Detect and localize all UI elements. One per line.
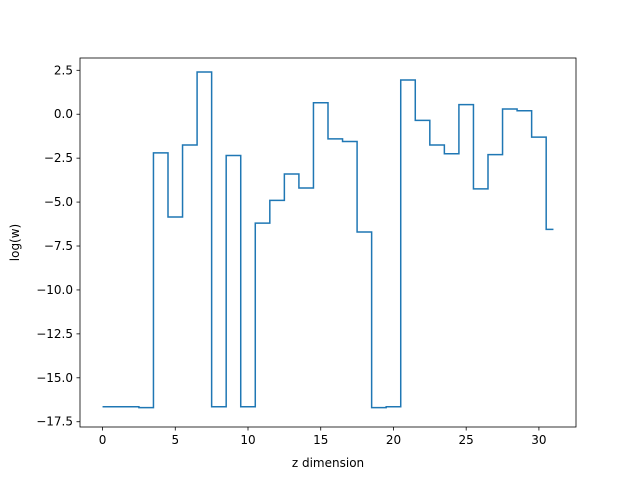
x-tick-label: 30	[531, 433, 546, 447]
y-tick-label: −10.0	[36, 283, 73, 297]
x-axis-label: z dimension	[292, 456, 364, 470]
y-tick-label: −2.5	[44, 151, 73, 165]
series-line-0	[102, 71, 554, 409]
y-tick-label: 0.0	[54, 107, 73, 121]
x-axis-ticks: 0 5 10 15 20 25 30	[99, 427, 547, 447]
y-tick-label: −15.0	[36, 371, 73, 385]
series-group	[102, 71, 554, 409]
y-tick-label: −17.5	[36, 415, 73, 429]
y-tick-label: −7.5	[44, 239, 73, 253]
x-tick-label: 5	[171, 433, 179, 447]
y-axis-label: log(w)	[8, 224, 22, 261]
x-tick-label: 20	[386, 433, 401, 447]
y-axis-ticks: 2.5 0.0 −2.5 −5.0 −7.5 −10.0 −12.5 −15.0 −17.5	[36, 63, 80, 429]
y-tick-label: −5.0	[44, 195, 73, 209]
x-tick-label: 10	[240, 433, 255, 447]
y-tick-label: −12.5	[36, 327, 73, 341]
x-tick-label: 0	[99, 433, 107, 447]
x-tick-label: 25	[459, 433, 474, 447]
x-tick-label: 15	[313, 433, 328, 447]
y-tick-label: 2.5	[54, 63, 73, 77]
